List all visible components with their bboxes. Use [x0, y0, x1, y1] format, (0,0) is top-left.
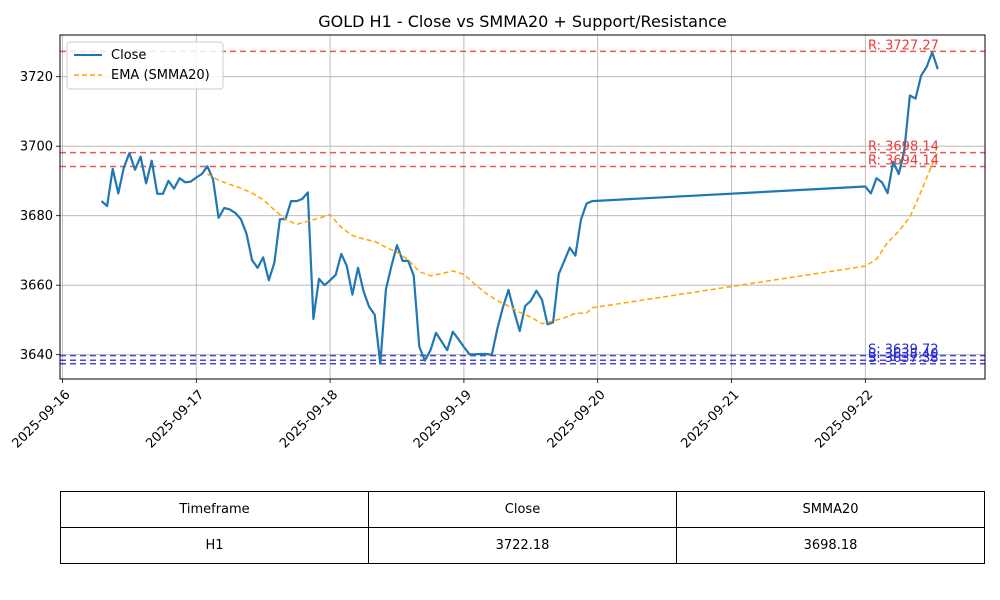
chart: GOLD H1 - Close vs SMMA20 + Support/Resi…: [10, 12, 986, 451]
y-tick-label: 3660: [20, 279, 53, 294]
y-tick-label: 3720: [20, 70, 53, 85]
x-tick-label: 2025-09-22: [812, 387, 876, 451]
support-level-label: S: 3639.72: [868, 343, 939, 358]
plot-frame: [59, 34, 986, 380]
summary-table: Timeframe Close SMMA20 H1 3722.18 3698.1…: [60, 491, 985, 564]
support-resistance-levels: [60, 50, 985, 365]
support-level-label: S: 3637.38: [868, 351, 939, 366]
x-tick-label: 2025-09-20: [545, 387, 609, 451]
cell-timeframe: H1: [60, 527, 369, 564]
x-axis: 2025-09-16 2025-09-17 2025-09-18 2025-09-19…: [10, 379, 876, 451]
legend-box: [66, 41, 224, 90]
legend: Close EMA (SMMA20): [66, 41, 224, 90]
x-tick-label: 2025-09-18: [277, 387, 341, 451]
x-tick-label: 2025-09-17: [143, 387, 207, 451]
smma20-series-line: [207, 152, 939, 325]
header-close: Close: [368, 491, 677, 528]
close-series-line: [100, 51, 939, 365]
table-row: H1 3722.18 3698.18: [60, 527, 985, 564]
x-tick-label: 2025-09-21: [679, 387, 743, 451]
chart-title: GOLD H1 - Close vs SMMA20 + Support/Resi…: [318, 12, 727, 31]
y-tick-label: 3640: [20, 348, 53, 363]
y-axis: 3640 3660 3680 3700 3720: [20, 70, 60, 363]
x-tick-label: 2025-09-19: [411, 387, 475, 451]
support-level-label: S: 3638.40: [868, 347, 939, 362]
x-tick-label: 2025-09-16: [10, 387, 74, 451]
y-tick-label: 3700: [20, 140, 53, 155]
legend-ema-label: EMA (SMMA20): [111, 68, 210, 83]
y-tick-label: 3680: [20, 209, 53, 224]
resistance-level-label: R: 3694.14: [868, 154, 939, 169]
header-smma20: SMMA20: [676, 491, 985, 528]
table-header-row: Timeframe Close SMMA20: [60, 491, 985, 528]
legend-close-label: Close: [111, 48, 146, 63]
resistance-level-label: R: 3727.27: [868, 38, 939, 53]
level-labels: R: 3727.27 R: 3698.14R: 3694.14 S: 3639.72…: [868, 38, 939, 365]
header-timeframe: Timeframe: [60, 491, 369, 528]
cell-close: 3722.18: [368, 527, 677, 564]
resistance-level-label: R: 3698.14: [868, 140, 939, 155]
cell-smma20: 3698.18: [676, 527, 985, 564]
series-lines: [100, 51, 939, 365]
